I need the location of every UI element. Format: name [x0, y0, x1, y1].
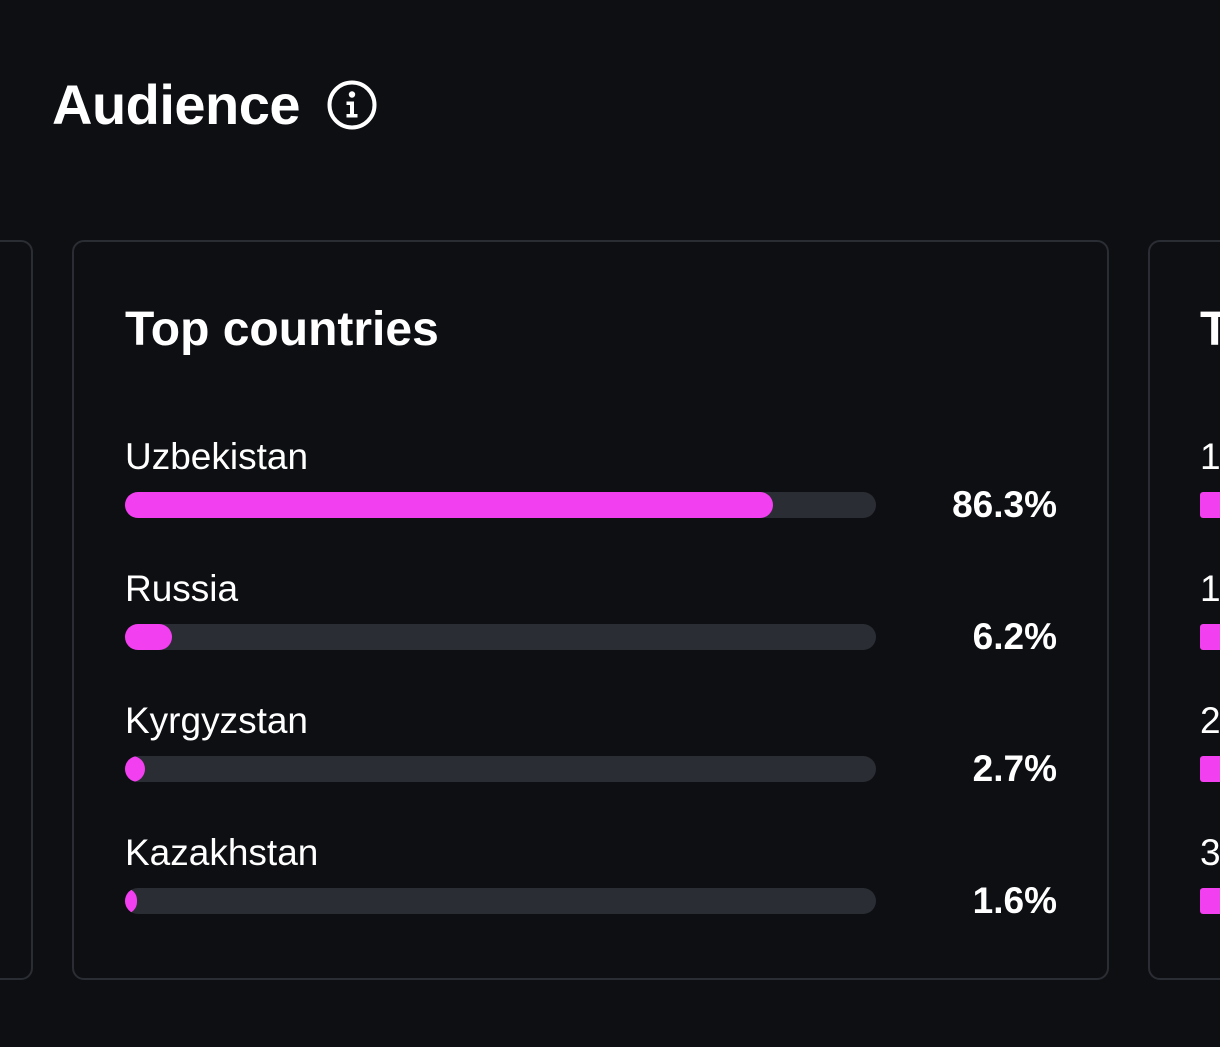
next-card-row: 2: [1200, 698, 1220, 808]
next-card-label: 1: [1200, 436, 1220, 477]
progress-track: [125, 492, 876, 518]
section-header: Audience: [52, 72, 378, 138]
country-row: Russia 6.2%: [125, 566, 1057, 676]
progress-track: [125, 624, 876, 650]
next-card-bar: [1200, 624, 1220, 650]
next-card-row: 3: [1200, 830, 1220, 940]
country-label: Russia: [125, 568, 239, 609]
country-row: Kazakhstan 1.6%: [125, 830, 1057, 940]
progress-fill: [125, 492, 774, 518]
next-card-row: 1: [1200, 566, 1220, 676]
info-icon[interactable]: [326, 79, 378, 131]
country-percentage: 86.3%: [952, 484, 1057, 525]
country-label: Kazakhstan: [125, 832, 319, 873]
progress-track: [125, 756, 876, 782]
next-card-label: 1: [1200, 568, 1220, 609]
next-card-row: 1: [1200, 434, 1220, 544]
top-countries-card: Top countries Uzbekistan 86.3% Russia 6.…: [72, 240, 1109, 980]
country-label: Kyrgyzstan: [125, 700, 309, 741]
next-card-bar: [1200, 756, 1220, 782]
progress-fill: [125, 756, 146, 782]
country-percentage: 1.6%: [972, 880, 1057, 921]
progress-track: [125, 888, 876, 914]
next-card-bar: [1200, 492, 1220, 518]
country-row: Kyrgyzstan 2.7%: [125, 698, 1057, 808]
country-percentage: 6.2%: [972, 616, 1057, 657]
previous-card: [0, 240, 33, 980]
section-title: Audience: [52, 73, 301, 136]
next-card-label: 3: [1200, 832, 1220, 873]
country-row: Uzbekistan 86.3%: [125, 434, 1057, 544]
next-card-bar: [1200, 888, 1220, 914]
next-card-title: T: [1200, 300, 1220, 360]
info-circle-icon: [327, 80, 377, 130]
progress-fill: [125, 888, 138, 914]
next-card-label: 2: [1200, 700, 1220, 741]
card-title: Top countries: [125, 303, 439, 356]
next-card: T 1 1 2 3: [1148, 240, 1220, 980]
progress-fill: [125, 624, 172, 650]
country-label: Uzbekistan: [125, 436, 309, 477]
country-percentage: 2.7%: [972, 748, 1057, 789]
